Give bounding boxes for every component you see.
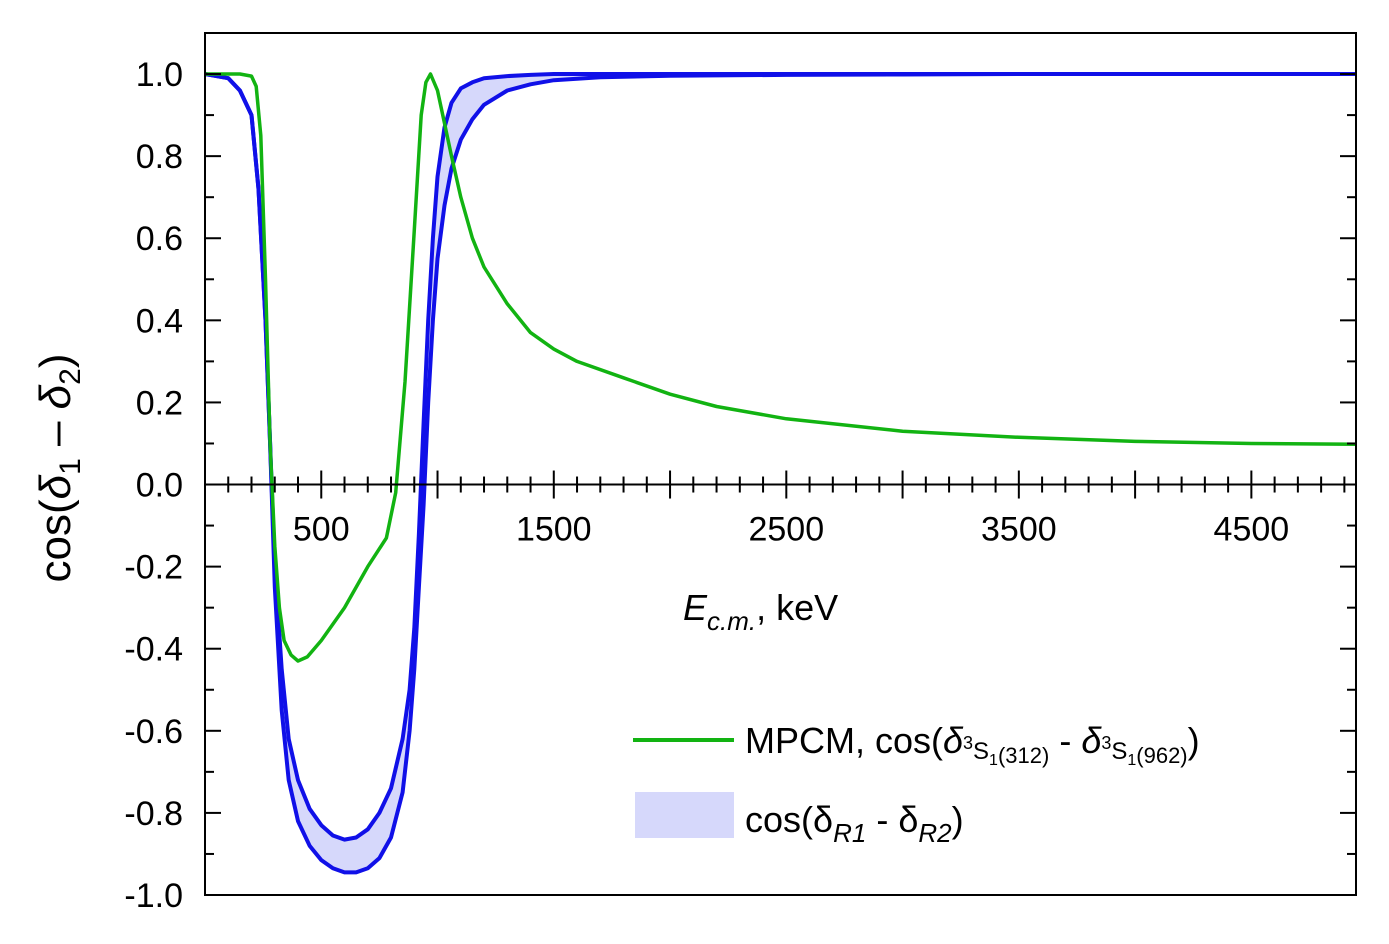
x-tick-label: 3500 [981, 511, 1057, 549]
plot-frame [204, 32, 1357, 896]
x-axis-title: Ec.m., keV [683, 587, 838, 636]
y-axis-title: cos(δ1 – δ2) [31, 354, 87, 583]
axes-layer [204, 32, 1357, 896]
legend-mpcm-label: MPCM, cos(δ3S1(312) - δ3S1(962)) [745, 720, 1200, 769]
y-tick-label: -0.6 [124, 713, 183, 751]
x-tick-label: 4500 [1214, 511, 1290, 549]
tick-label-layer: 1.0 0.8 0.6 0.4 0.2 0.0 -0.2 -0.4 -0.6 -0.8 -1.0 50… [124, 56, 1289, 915]
legend-band-swatch [635, 792, 734, 838]
y-tick-label: 0.2 [136, 384, 183, 422]
y-tick-label: 0.8 [136, 138, 183, 176]
y-tick-label: 1.0 [136, 56, 183, 94]
x-tick-label: 1500 [516, 511, 592, 549]
y-tick-label: 0.6 [136, 220, 183, 258]
y-tick-label: 0.4 [136, 302, 183, 340]
y-tick-label: -0.4 [124, 631, 183, 669]
mpcm-line [205, 72, 1357, 663]
y-tick-label: -1.0 [124, 877, 183, 915]
y-tick-label: 0.0 [136, 467, 183, 505]
x-tick-label: 2500 [748, 511, 824, 549]
x-tick-label: 500 [293, 511, 350, 549]
legend-band-label: cos(δR1 - δR2) [745, 799, 964, 848]
y-tick-label: -0.2 [124, 549, 183, 587]
legend: MPCM, cos(δ3S1(312) - δ3S1(962)) cos(δR1… [633, 720, 1200, 848]
y-tick-label: -0.8 [124, 795, 183, 833]
series-layer [204, 72, 1357, 875]
